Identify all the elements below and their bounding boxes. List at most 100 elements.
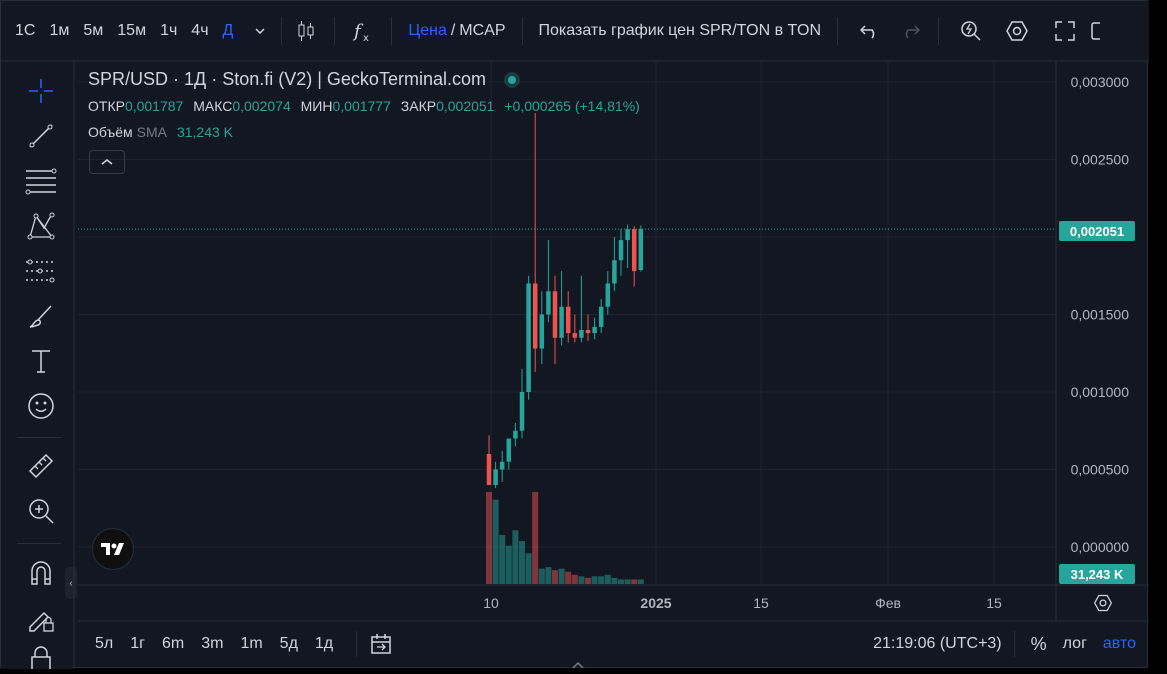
magnet-icon[interactable]	[19, 553, 63, 593]
close-value: 0,002051	[436, 98, 495, 114]
text-tool-icon[interactable]	[19, 341, 63, 381]
volume-bar	[598, 576, 605, 584]
price-tick-label: 0,001500	[1071, 307, 1130, 323]
drawing-toolbar	[1, 61, 73, 669]
candle-body	[638, 229, 644, 271]
price-tick-label: 0,000500	[1071, 462, 1130, 478]
symbol-title[interactable]: SPR/USD · 1Д · Ston.fi (V2) | GeckoTermi…	[88, 69, 486, 89]
range-0[interactable]: 5л	[95, 635, 114, 652]
timeframe-2[interactable]: 5м	[83, 22, 104, 39]
snapshot-icon[interactable]	[1089, 15, 1103, 47]
fib-retracement-icon[interactable]	[19, 161, 63, 201]
zoom-in-icon[interactable]	[19, 491, 63, 531]
price-chart[interactable]: 0,003000 0,002500 0,001500 0,001000 0,000500…	[1, 1, 1149, 669]
volume-bar	[512, 530, 519, 584]
legend-collapse-button[interactable]	[89, 150, 125, 174]
low-value: 0,001777	[332, 98, 391, 114]
candle-body	[585, 330, 591, 334]
candle-body	[579, 330, 584, 338]
timeframe-3[interactable]: 15м	[117, 22, 147, 39]
crosshair-icon[interactable]	[19, 71, 63, 111]
emoji-icon[interactable]	[19, 386, 63, 426]
range-1[interactable]: 1г	[130, 635, 145, 652]
candle-body	[559, 306, 564, 338]
auto-scale-toggle[interactable]: авто	[1102, 635, 1136, 652]
timeframe-5[interactable]: 4ч	[191, 22, 209, 39]
time-tick-label: 15	[753, 595, 769, 611]
timeframe-1[interactable]: 1м	[49, 22, 70, 39]
redo-icon[interactable]	[890, 15, 930, 47]
lock-drawing-icon[interactable]	[19, 598, 63, 638]
mcap-toggle[interactable]: MCAP	[459, 22, 506, 39]
brush-icon[interactable]	[19, 296, 63, 336]
lock-all-icon[interactable]	[19, 643, 63, 669]
high-key: МАКС	[193, 98, 233, 114]
volume-bar	[486, 492, 492, 584]
range-group: 5л 1г 6m 3m 1m 5д 1д	[95, 635, 350, 653]
volume-bar	[532, 492, 539, 584]
candle-body	[598, 306, 604, 327]
prediction-icon[interactable]	[19, 251, 63, 291]
timeframe-group: 1С 1м 5м 15м 1ч 4ч Д	[15, 15, 247, 47]
open-key: ОТКР	[88, 98, 125, 114]
volume-bar	[591, 576, 598, 584]
timeframe-4[interactable]: 1ч	[160, 22, 178, 39]
fullscreen-icon[interactable]	[1041, 15, 1089, 47]
volume-bar	[505, 545, 512, 584]
timeframe-dropdown-icon[interactable]	[251, 15, 269, 47]
log-scale-toggle[interactable]: лог	[1062, 635, 1087, 652]
range-4[interactable]: 1m	[240, 635, 263, 652]
volume-bar	[618, 579, 624, 584]
range-2[interactable]: 6m	[161, 635, 185, 652]
timeframe-0[interactable]: 1С	[15, 22, 36, 39]
last-price-label: 0,002051	[1059, 221, 1135, 241]
patterns-icon[interactable]	[19, 206, 63, 246]
candle-body	[539, 314, 545, 349]
price-toggle[interactable]: Цена	[408, 22, 447, 39]
axis-settings-icon[interactable]	[1091, 591, 1115, 615]
volume-bar	[571, 574, 578, 584]
candle-body	[618, 240, 624, 261]
timezone-clock[interactable]: 21:19:06 (UTC+3)	[873, 635, 1002, 652]
candles-icon[interactable]	[288, 15, 324, 47]
time-tick-label: 15	[986, 595, 1002, 611]
candle-body	[513, 430, 518, 439]
volume-bar	[499, 534, 506, 584]
volume-bar	[519, 541, 525, 584]
volume-value: 31,243 K	[176, 124, 234, 140]
volume-bar	[492, 499, 499, 584]
range-3[interactable]: 3m	[201, 635, 224, 652]
volume-legend: Объём SMA 31,243 K	[88, 124, 233, 140]
candle-body	[493, 469, 498, 485]
range-6[interactable]: 1д	[314, 635, 334, 652]
undo-icon[interactable]	[850, 15, 890, 47]
tradingview-logo-icon[interactable]	[92, 528, 134, 570]
range-5[interactable]: 5д	[279, 635, 298, 652]
candle-body	[592, 326, 597, 334]
quick-search-icon[interactable]	[949, 15, 993, 47]
volume-bar	[558, 568, 565, 584]
time-tick-label: 10	[483, 595, 499, 611]
ruler-icon[interactable]	[19, 446, 63, 486]
candle-body	[506, 438, 512, 462]
volume-bar	[631, 579, 638, 584]
scroll-up-chevron-icon[interactable]	[571, 657, 585, 669]
settings-hexagon-icon[interactable]	[993, 15, 1041, 47]
price-tick-label: 0,002500	[1071, 152, 1130, 168]
timeframe-6[interactable]: Д	[222, 22, 234, 39]
date-range-calendar-icon[interactable]	[361, 632, 401, 656]
percent-scale-toggle[interactable]: %	[1030, 633, 1047, 654]
volume-bar	[545, 567, 552, 584]
trend-line-icon[interactable]	[19, 116, 63, 156]
volume-bar	[578, 576, 585, 584]
show-ton-chart-button[interactable]: Показать график цен SPR/TON в TON	[538, 22, 822, 39]
candle-body	[546, 291, 551, 315]
bottom-toolbar: 5л 1г 6m 3m 1m 5д 1д 21:19:06 (UTC+3) % лог ав…	[78, 626, 1149, 662]
candle-body	[625, 229, 630, 241]
volume-bar	[565, 571, 572, 584]
volume-bar	[585, 577, 591, 584]
volume-bar	[624, 579, 631, 584]
